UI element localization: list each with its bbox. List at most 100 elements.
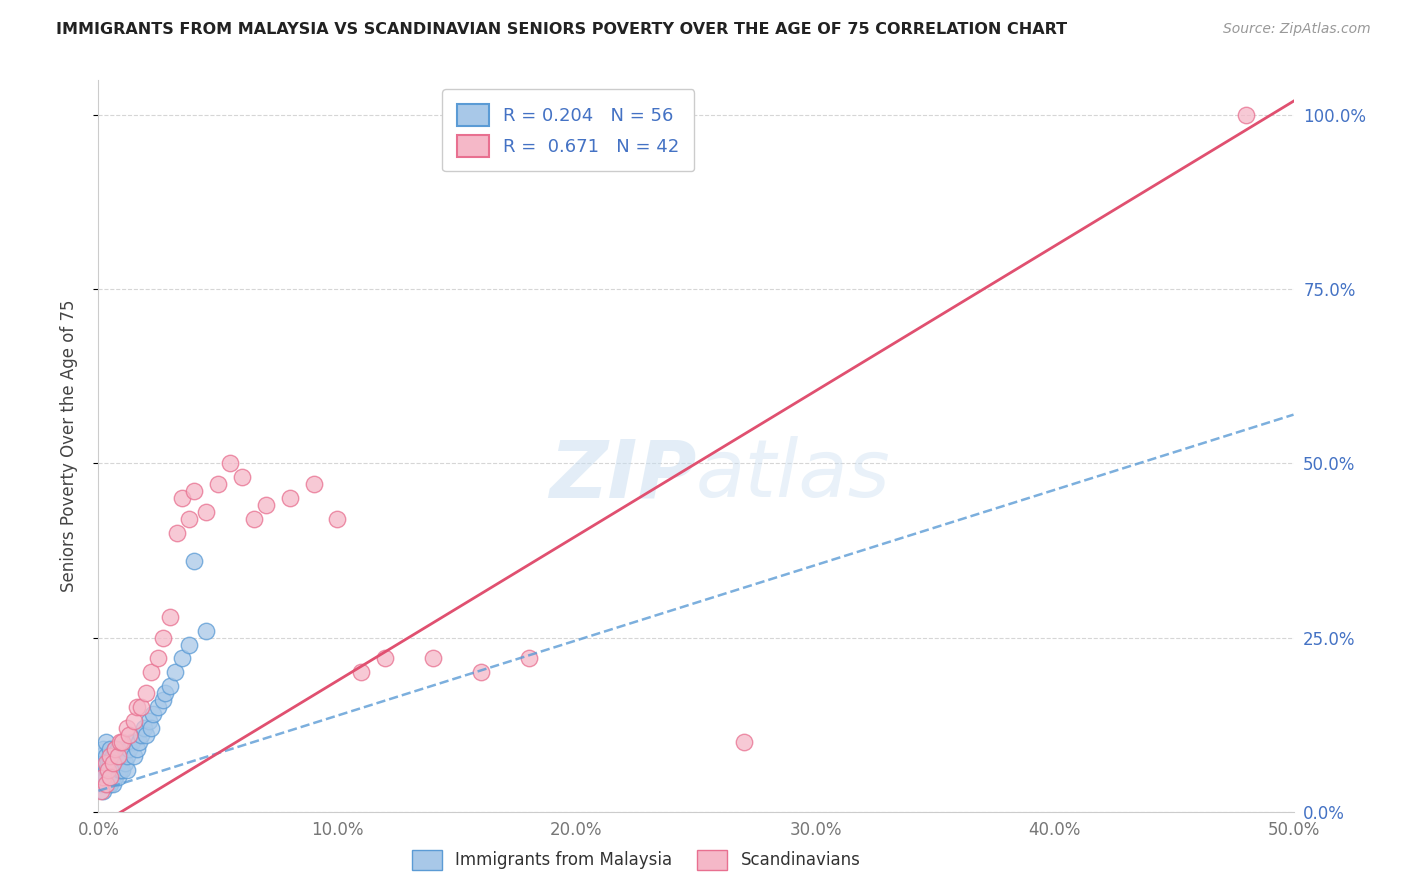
Point (89, 770, 111, 784)
Point (115, 749, 138, 764)
Point (121, 735, 143, 749)
Point (350, 665, 373, 680)
Point (172, 491, 194, 506)
Point (131, 728, 153, 742)
Point (139, 721, 162, 735)
Point (98, 777, 122, 791)
Point (326, 512, 349, 526)
Point (111, 735, 134, 749)
Point (107, 770, 129, 784)
Point (163, 665, 186, 680)
Point (94, 749, 117, 764)
Point (97, 777, 120, 791)
Point (94, 770, 117, 784)
Point (132, 721, 155, 735)
Point (152, 693, 174, 707)
Point (517, 651, 540, 665)
Point (166, 526, 188, 541)
Point (231, 470, 253, 484)
Point (194, 624, 218, 638)
Point (115, 763, 138, 777)
Point (125, 742, 148, 756)
Point (118, 728, 141, 742)
Point (104, 770, 127, 784)
Point (142, 707, 165, 722)
Point (470, 665, 492, 680)
Point (125, 700, 148, 714)
Text: Source: ZipAtlas.com: Source: ZipAtlas.com (1223, 22, 1371, 37)
Point (128, 735, 150, 749)
Point (138, 714, 160, 728)
Y-axis label: Seniors Poverty Over the Age of 75: Seniors Poverty Over the Age of 75 (59, 300, 77, 592)
Point (118, 742, 141, 756)
Point (101, 763, 124, 777)
Point (90, 777, 112, 791)
Point (422, 651, 444, 665)
Point (374, 651, 396, 665)
Point (98, 742, 122, 756)
Text: IMMIGRANTS FROM MALAYSIA VS SCANDINAVIAN SENIORS POVERTY OVER THE AGE OF 75 CORR: IMMIGRANTS FROM MALAYSIA VS SCANDINAVIAN… (56, 22, 1067, 37)
Point (94, 735, 117, 749)
Point (97, 763, 120, 777)
Point (278, 491, 301, 506)
Point (115, 721, 138, 735)
Point (183, 484, 205, 499)
Point (104, 756, 127, 770)
Point (90, 749, 112, 764)
Point (172, 651, 194, 665)
Point (135, 686, 157, 700)
Point (101, 749, 124, 764)
Point (98, 770, 122, 784)
Point (111, 749, 134, 764)
Point (1234, 108, 1257, 122)
Point (179, 638, 201, 652)
Point (98, 749, 122, 764)
Point (91, 742, 114, 756)
Point (207, 477, 229, 491)
Point (107, 749, 129, 764)
Point (91, 784, 114, 798)
Point (108, 763, 131, 777)
Point (90, 784, 112, 798)
Point (94, 756, 117, 770)
Text: ZIP: ZIP (548, 436, 696, 515)
Legend: Immigrants from Malaysia, Scandinavians: Immigrants from Malaysia, Scandinavians (405, 843, 868, 877)
Point (135, 728, 157, 742)
Point (124, 749, 146, 764)
Point (104, 742, 127, 756)
Point (91, 770, 114, 784)
Point (148, 651, 170, 665)
Point (179, 512, 201, 526)
Point (183, 554, 205, 568)
Point (94, 777, 117, 791)
Point (97, 756, 120, 770)
Text: atlas: atlas (696, 436, 891, 515)
Point (243, 512, 266, 526)
Point (152, 631, 174, 645)
Point (114, 756, 136, 770)
Point (91, 756, 114, 770)
Point (98, 770, 122, 784)
Point (91, 770, 114, 784)
Point (254, 498, 277, 512)
Point (148, 700, 170, 714)
Point (97, 763, 120, 777)
Point (159, 679, 181, 693)
Point (194, 505, 218, 519)
Point (90, 763, 112, 777)
Point (111, 763, 134, 777)
Point (98, 756, 122, 770)
Point (101, 756, 124, 770)
Point (107, 756, 129, 770)
Point (108, 735, 131, 749)
Point (733, 735, 755, 749)
Point (108, 749, 131, 764)
Point (94, 777, 117, 791)
Point (219, 457, 242, 471)
Point (107, 742, 129, 756)
Point (302, 477, 325, 491)
Point (101, 777, 124, 791)
Point (159, 609, 181, 624)
Point (124, 714, 146, 728)
Point (94, 763, 117, 777)
